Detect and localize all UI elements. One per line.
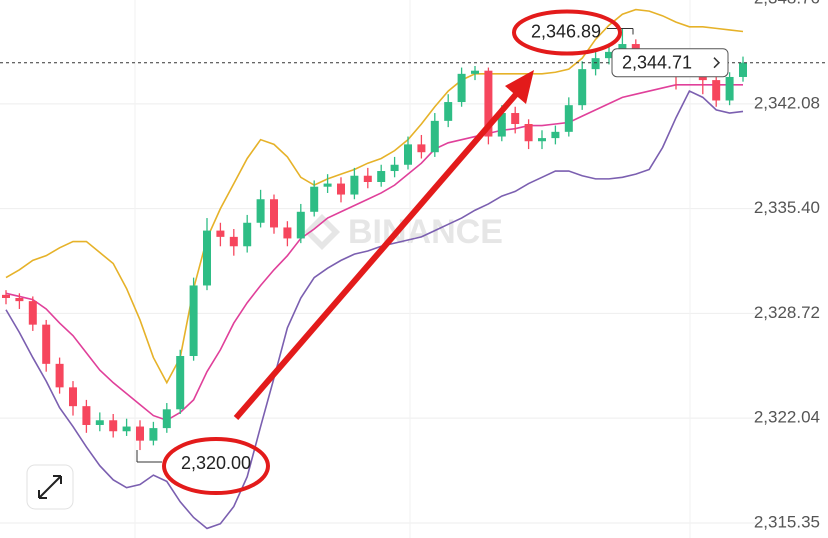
candle-body [136,426,144,441]
candle-body [229,236,238,247]
candle-body [15,298,24,302]
watermark-text: BINANCE [348,213,503,251]
candle-body [82,406,91,425]
candle-body [497,113,506,137]
expand-icon [38,475,62,499]
candle-body [538,138,546,142]
candle-body [511,113,520,124]
candle-body [363,175,372,182]
candle-body [203,230,211,286]
candle-body [162,409,171,429]
candle-body [350,175,359,195]
chevron [713,57,721,69]
candle-body [296,211,305,239]
candle-body [377,171,386,182]
candle-body [605,51,613,59]
candle-body [283,227,292,239]
arrow-head [505,70,534,104]
candle-body [390,164,399,172]
y-tick-label: 2,315.35 [754,512,820,531]
candle-body [270,199,278,228]
arrow-line [233,90,521,420]
candle-body [591,58,600,70]
highlight-circle [162,437,270,496]
candle-body [323,183,332,187]
watermark-logo [304,214,340,250]
max-label: 2,346.89 [531,21,601,41]
y-tick-label: 2,342.08 [754,93,820,112]
candle-body [176,356,185,410]
last-price-label: 2,344.71 [622,52,692,72]
y-tick-label: 2,348.76 [754,0,820,8]
band-line [5,90,744,530]
candle-body [256,199,265,223]
candle-body [28,301,37,325]
candle-body [109,420,118,432]
candle-body [712,80,721,101]
candle-body [457,73,466,103]
candle-body [55,363,64,388]
candle-body [417,144,426,153]
min-label: 2,320.00 [181,453,251,473]
expand-button[interactable] [26,464,74,510]
y-tick-label: 2,322.04 [754,408,820,427]
y-tick-label: 2,328.72 [754,303,820,322]
y-tick-label: 2,335.40 [754,198,820,217]
candle-body [2,294,10,299]
candle-body [618,44,627,52]
candle-body [189,285,198,357]
candle-body [69,387,77,407]
last-price-box [611,48,729,78]
band-line [5,8,744,385]
candle-body [578,69,587,106]
watermark: BINANCE [304,213,503,251]
candle-body [430,120,439,153]
arrow [233,70,534,420]
candle-body [725,76,734,101]
candle-body [524,123,533,142]
candle-body [484,70,493,137]
candle-body [95,420,104,425]
band-line [5,84,743,422]
candle-body [564,105,573,132]
highlight-circle [512,9,622,56]
candle-body [243,222,252,247]
candle-body [42,324,51,364]
candle-body [404,144,412,165]
candle-body [551,131,560,139]
candle-body [149,428,158,441]
candle-body [471,70,479,74]
candle-body [337,183,345,195]
candle-body [739,62,747,77]
candle-body [122,426,131,432]
candle-body [444,102,453,121]
candle-body [310,186,319,212]
candle-body [216,230,225,237]
